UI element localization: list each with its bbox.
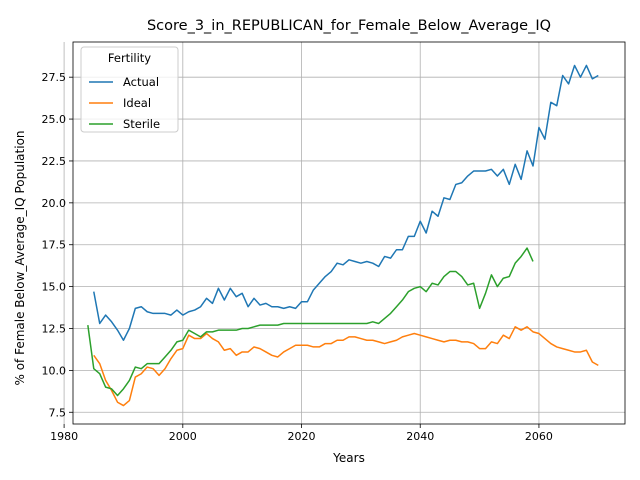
series-line-sterile <box>87 247 534 397</box>
x-tick-label: 2040 <box>406 430 434 443</box>
x-tick-label: 1980 <box>50 430 78 443</box>
legend-box <box>80 46 179 133</box>
y-tick-label: 7.5 <box>49 406 67 419</box>
legend-label: Ideal <box>123 96 151 110</box>
x-axis-label: Years <box>332 451 365 465</box>
series-line-actual <box>93 64 599 341</box>
x-tick-label: 2060 <box>525 430 553 443</box>
legend-label: Actual <box>123 75 159 89</box>
x-axis-ticks: 1980 2000 2020 2040 2060 <box>50 424 553 443</box>
y-tick-label: 22.5 <box>42 155 67 168</box>
chart-title: Score_3_in_REPUBLICAN_for_Female_Below_A… <box>147 18 551 34</box>
y-tick-label: 20.0 <box>42 197 67 210</box>
x-tick-label: 2000 <box>169 430 197 443</box>
y-tick-label: 10.0 <box>42 364 67 377</box>
y-tick-label: 15.0 <box>42 281 67 294</box>
y-axis-ticks: 7.5 10.0 12.5 15.0 17.5 20.0 22.5 25.0 27.5 <box>42 71 73 419</box>
legend-title: Fertility <box>108 51 151 65</box>
y-axis-label: % of Female Below_Average_IQ Population <box>13 130 27 385</box>
y-tick-label: 25.0 <box>42 113 67 126</box>
grid-lines <box>63 42 625 424</box>
y-tick-label: 12.5 <box>42 323 67 336</box>
legend-label: Sterile <box>123 117 160 131</box>
y-tick-label: 27.5 <box>42 71 67 84</box>
x-tick-label: 2020 <box>288 430 316 443</box>
plot-frame <box>72 41 626 425</box>
series-line-ideal <box>93 326 599 407</box>
y-tick-label: 17.5 <box>42 239 67 252</box>
legend: Fertility Actual Ideal Sterile <box>80 46 179 133</box>
series-lines <box>87 64 599 407</box>
